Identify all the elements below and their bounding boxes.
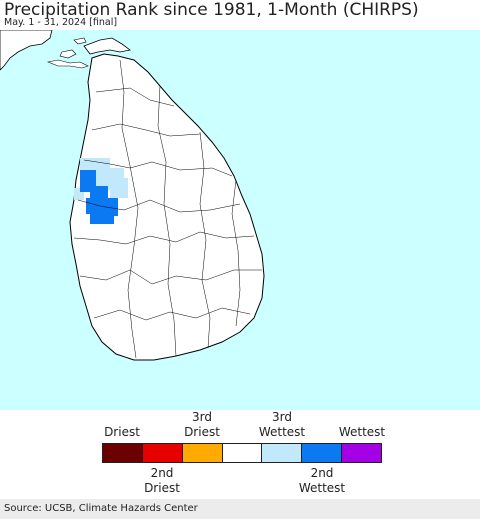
legend-swatch-2nd-driest: [142, 444, 183, 462]
legend-swatch-driest: [103, 444, 143, 462]
legend-label-wettest: Wettest: [338, 425, 386, 439]
india-coast: [0, 30, 53, 71]
legend-swatch-normal: [222, 444, 263, 462]
legend-swatch-2nd-wettest: [302, 444, 343, 462]
jaffna-island: [59, 49, 77, 59]
legend-label-driest: Driest: [104, 425, 140, 439]
legend-label-2nd-driest: 2nd Driest: [144, 466, 180, 495]
jaffna-island: [73, 37, 87, 45]
legend-label-2nd-wettest: 2nd Wettest: [298, 466, 346, 495]
third-wettest-pixels: [74, 158, 128, 200]
source-footer: Source: UCSB, Climate Hazards Center: [0, 499, 480, 519]
district-boundaries: [73, 59, 262, 359]
legend-swatch-wettest: [342, 444, 382, 462]
map-title: Precipitation Rank since 1981, 1-Month (…: [4, 0, 419, 20]
legend-swatch-3rd-wettest: [262, 444, 303, 462]
precipitation-map: [0, 30, 480, 410]
legend-label-3rd-wettest: 3rd Wettest: [258, 410, 306, 439]
legend-swatch-3rd-driest: [182, 444, 223, 462]
second-wettest-pixels: [80, 170, 118, 224]
map-subtitle: May. 1 - 31, 2024 [final]: [4, 17, 118, 28]
legend-color-bar: [102, 443, 382, 463]
legend-label-3rd-driest: 3rd Driest: [184, 410, 220, 439]
mannar-islets: [46, 59, 89, 69]
jaffna-peninsula: [83, 37, 131, 55]
